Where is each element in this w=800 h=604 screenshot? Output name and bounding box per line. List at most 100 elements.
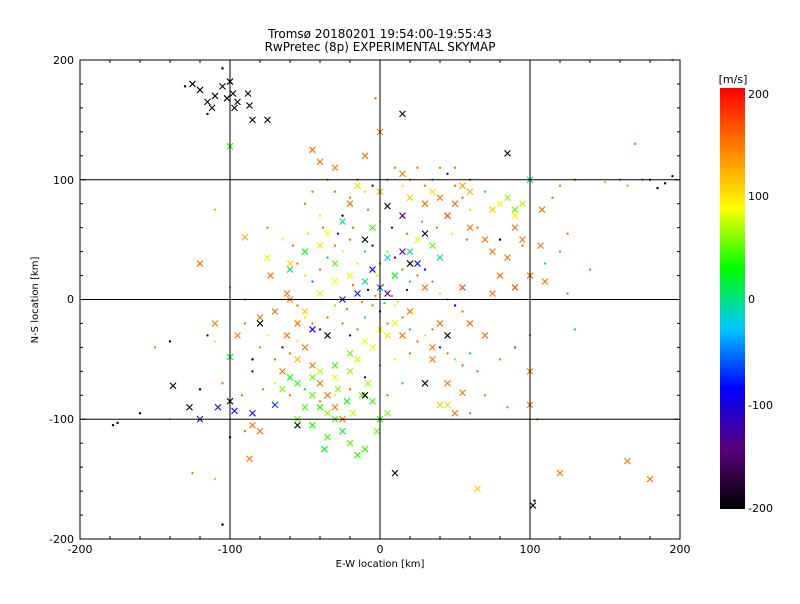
scatter-marker-x (316, 379, 324, 387)
scatter-marker-x (286, 260, 294, 267)
scatter-marker-dot (393, 358, 397, 361)
scatter-marker-x (646, 475, 654, 483)
scatter-marker-x (283, 290, 291, 297)
scatter-marker-x (436, 254, 444, 261)
scatter-marker-x (331, 164, 339, 172)
scatter-marker-dot (213, 208, 217, 211)
scatter-marker-dot (626, 184, 629, 187)
scatter-marker-x (369, 266, 376, 273)
scatter-marker-dot (476, 370, 479, 373)
scatter-marker-dot (281, 346, 284, 349)
scatter-marker-dot (401, 268, 404, 271)
scatter-marker-dot (468, 412, 472, 415)
scatter-marker-x (301, 248, 309, 255)
scatter-marker-x (286, 373, 294, 381)
scatter-marker-x (271, 401, 279, 409)
scatter-marker-x (339, 427, 346, 435)
scatter-marker-dot (356, 262, 359, 265)
scatter-marker-x (421, 379, 429, 387)
scatter-marker-dot (258, 346, 262, 349)
scatter-marker-x (466, 320, 474, 327)
scatter-marker-x (436, 320, 444, 327)
scatter-marker-dot (240, 394, 244, 397)
scatter-marker-dot (438, 346, 442, 349)
scatter-marker-dot (513, 346, 517, 349)
scatter-marker-dot (336, 232, 340, 235)
scatter-marker-x (316, 158, 324, 166)
scatter-marker-x (294, 355, 301, 363)
scatter-marker-x (511, 224, 519, 232)
scatter-marker-x (556, 469, 564, 477)
scatter-marker-x (504, 254, 511, 261)
scatter-marker-dot (281, 238, 284, 241)
scatter-marker-x (511, 284, 519, 291)
scatter-marker-x (361, 391, 369, 399)
scatter-marker-dot (221, 523, 224, 526)
scatter-marker-dot (356, 328, 359, 331)
scatter-marker-dot (438, 166, 442, 169)
scatter-marker-dot (603, 180, 607, 184)
scatter-marker-dot (366, 208, 370, 211)
scatter-marker-dot (311, 322, 314, 325)
scatter-marker-dot (423, 334, 427, 337)
scatter-marker-x (331, 361, 339, 369)
scatter-marker-x (496, 200, 504, 208)
scatter-marker-dot (498, 238, 502, 241)
scatter-marker-x (234, 332, 241, 339)
scatter-marker-dot (303, 202, 307, 205)
scatter-marker-x (186, 403, 193, 411)
scatter-marker-x (196, 86, 204, 94)
scatter-marker-x (361, 445, 369, 453)
scatter-marker-x (459, 389, 466, 397)
scatter-marker-dot (461, 310, 464, 313)
scatter-marker-x (369, 397, 376, 405)
scatter-marker-dot (396, 300, 400, 304)
scatter-marker-dot (656, 186, 659, 190)
scatter-marker-dot (138, 412, 142, 415)
scatter-marker-dot (296, 304, 299, 307)
scatter-marker-dot (153, 346, 157, 349)
scatter-marker-dot (393, 256, 397, 259)
scatter-marker-dot (326, 316, 329, 319)
scatter-marker-dot (573, 328, 577, 331)
scatter-marker-x (309, 326, 316, 333)
scatter-marker-x (361, 152, 369, 160)
scatter-marker-x (324, 332, 331, 339)
scatter-marker-dot (423, 268, 427, 271)
scatter-marker-dot (266, 334, 269, 337)
scatter-marker-dot (393, 166, 397, 169)
scatter-marker-dot (633, 142, 637, 146)
scatter-marker-dot (483, 394, 487, 397)
scatter-marker-x (504, 150, 511, 157)
scatter-marker-dot (360, 300, 364, 304)
scatter-marker-x (406, 194, 414, 202)
scatter-marker-dot (401, 382, 404, 385)
scatter-marker-dot (348, 388, 352, 391)
scatter-marker-dot (266, 226, 269, 229)
scatter-marker-x (249, 409, 256, 417)
scatter-marker-x (369, 344, 376, 351)
scatter-marker-x (421, 230, 429, 238)
scatter-marker-x (354, 290, 361, 297)
scatter-marker-x (511, 206, 519, 214)
scatter-marker-x (343, 397, 351, 405)
scatter-marker-dot (453, 184, 457, 187)
marker-layer (111, 58, 674, 526)
scatter-marker-dot (431, 328, 434, 331)
scatter-marker-x (429, 355, 436, 363)
scatter-marker-dot (558, 250, 562, 253)
scatter-marker-x (406, 260, 414, 267)
scatter-marker-dot (446, 352, 449, 355)
x-tick-label-2: 0 (377, 543, 384, 556)
scatter-marker-dot (333, 190, 337, 193)
scatter-marker-x (294, 421, 301, 429)
y-tick-label-3: 100 (53, 174, 74, 187)
scatter-marker-dot (318, 268, 322, 271)
scatter-marker-x (271, 308, 279, 315)
scatter-marker-dot (221, 67, 224, 70)
colorbar-tick-label-2: 0 (748, 293, 755, 306)
scatter-marker-dot (663, 182, 667, 185)
scatter-marker-dot (468, 208, 472, 211)
scatter-marker-x (354, 451, 361, 459)
